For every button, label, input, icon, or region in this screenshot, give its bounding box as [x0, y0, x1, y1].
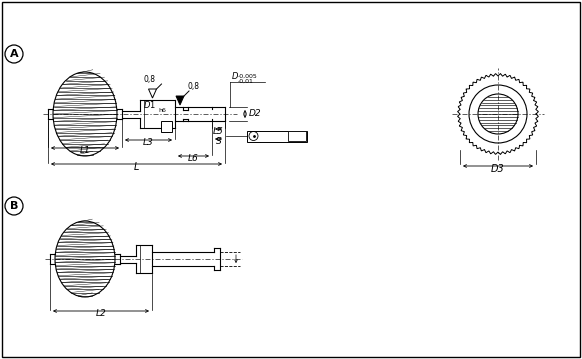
Text: 0,8: 0,8 [144, 75, 155, 84]
Text: A: A [294, 131, 300, 140]
Text: L6: L6 [188, 154, 199, 163]
Text: L5: L5 [213, 127, 224, 136]
Text: S: S [215, 137, 221, 146]
FancyBboxPatch shape [161, 121, 172, 132]
Text: B: B [10, 201, 18, 211]
Text: D: D [232, 72, 239, 81]
Text: 0,8: 0,8 [188, 82, 200, 91]
Text: L3: L3 [143, 138, 154, 147]
Text: $D1$: $D1$ [143, 99, 155, 110]
Text: A: A [163, 122, 169, 131]
Text: L: L [134, 162, 139, 172]
Text: -0,01: -0,01 [238, 79, 254, 84]
Text: L2: L2 [95, 309, 107, 318]
FancyBboxPatch shape [247, 131, 307, 141]
Text: D3: D3 [491, 164, 505, 174]
Text: h6: h6 [158, 108, 166, 113]
Text: L1: L1 [80, 146, 90, 155]
Text: A: A [10, 49, 18, 59]
Polygon shape [176, 96, 184, 105]
Text: -0,005: -0,005 [238, 74, 258, 79]
Text: D2: D2 [249, 109, 262, 118]
FancyBboxPatch shape [288, 131, 306, 141]
Text: 0,015: 0,015 [261, 131, 285, 140]
